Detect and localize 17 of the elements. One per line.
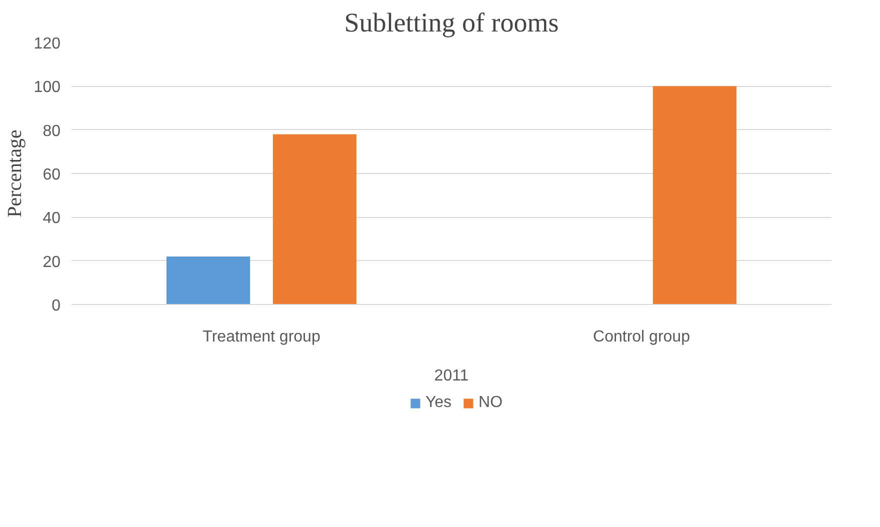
y-tick-label: 0 (52, 298, 61, 314)
x-tick-label: Control group (593, 328, 690, 346)
y-tick-label: 20 (42, 254, 61, 271)
y-tick-label: 120 (34, 36, 61, 52)
legend-label: NO (478, 394, 503, 412)
y-axis-title: Percentage (4, 130, 26, 218)
y-tick-label: 100 (34, 79, 61, 96)
x-tick-label: Treatment group (202, 328, 320, 346)
y-tick-label: 40 (42, 210, 61, 228)
bar (652, 86, 736, 304)
y-tick-label: 80 (42, 122, 61, 140)
legend-label: Yes (425, 394, 452, 412)
y-tick-label: 60 (42, 166, 61, 184)
bar (166, 256, 250, 304)
bar (272, 134, 356, 304)
chart-title: Subletting of rooms (344, 8, 559, 38)
x-axis-title: 2011 (434, 368, 469, 384)
